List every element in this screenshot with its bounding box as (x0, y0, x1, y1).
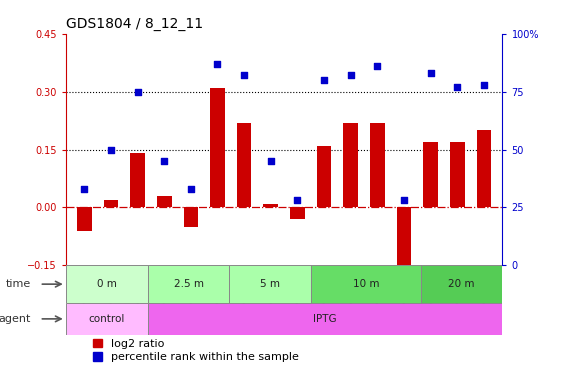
Bar (230, 266, 311, 303)
Bar (370, 123, 385, 207)
Bar (147, 266, 230, 303)
Point (453, 84, 462, 90)
Bar (157, 196, 171, 207)
Bar (343, 123, 358, 207)
Bar (397, 207, 411, 292)
Point (106, 147, 115, 153)
Bar (317, 146, 331, 207)
Text: control: control (89, 314, 125, 324)
Point (266, 158, 275, 164)
Text: GDS1804 / 8_12_11: GDS1804 / 8_12_11 (66, 17, 203, 32)
Bar (130, 153, 145, 207)
Point (399, 198, 408, 204)
Text: 10 m: 10 m (353, 279, 379, 289)
Text: agent: agent (0, 314, 31, 324)
Point (373, 63, 382, 69)
Point (213, 61, 222, 67)
Point (80, 186, 89, 192)
Text: IPTG: IPTG (313, 314, 337, 324)
Bar (210, 88, 225, 207)
Bar (183, 207, 198, 227)
Text: 20 m: 20 m (448, 279, 475, 289)
Bar (103, 200, 118, 207)
Point (479, 82, 488, 88)
Text: 0 m: 0 m (96, 279, 116, 289)
Point (293, 198, 302, 204)
Point (240, 72, 249, 78)
Bar (290, 207, 305, 219)
Point (319, 77, 328, 83)
Text: 5 m: 5 m (260, 279, 280, 289)
Point (346, 72, 355, 78)
Text: time: time (6, 279, 31, 289)
Point (160, 158, 169, 164)
Bar (77, 207, 91, 231)
Bar (263, 204, 278, 207)
Bar (421, 266, 502, 303)
Point (426, 70, 435, 76)
Text: 2.5 m: 2.5 m (174, 279, 203, 289)
Bar (66, 266, 147, 303)
Bar (66, 303, 147, 335)
Legend: log2 ratio, percentile rank within the sample: log2 ratio, percentile rank within the s… (93, 339, 299, 363)
Bar (147, 303, 502, 335)
Bar (477, 130, 491, 207)
Point (186, 186, 195, 192)
Bar (311, 266, 421, 303)
Bar (450, 142, 465, 207)
Bar (423, 142, 438, 207)
Point (133, 88, 142, 94)
Bar (237, 123, 251, 207)
